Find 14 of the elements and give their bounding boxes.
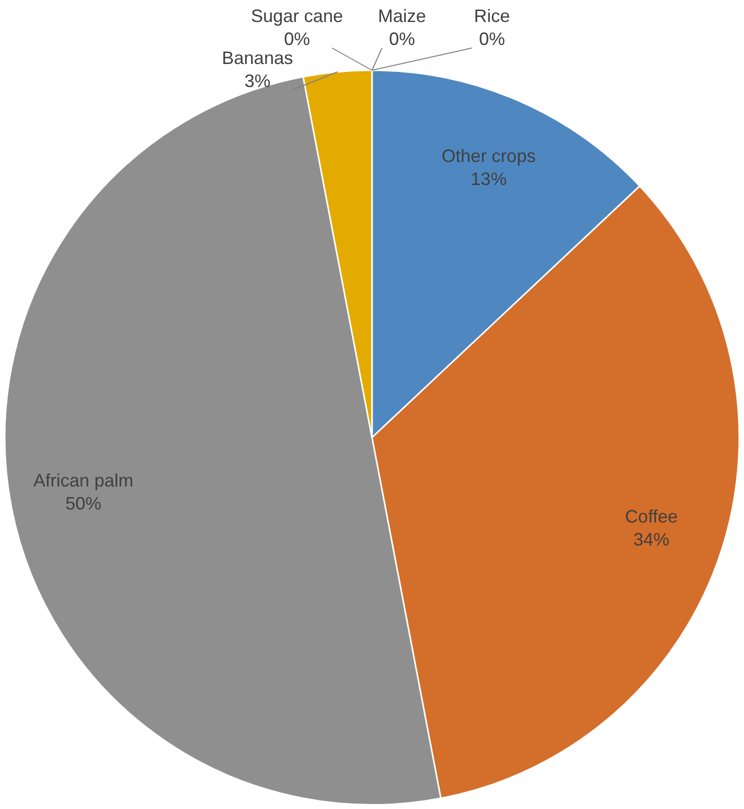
data-label: 34%	[633, 529, 670, 550]
slice-label: African palm	[33, 470, 134, 491]
slice-label: Bananas	[222, 48, 293, 68]
data-label: 13%	[470, 168, 507, 189]
data-label: 3%	[244, 70, 270, 91]
category-label: Rice	[474, 6, 510, 26]
slice-label: Other crops	[442, 146, 536, 166]
text: 0%	[284, 28, 310, 49]
data-label: 50%	[65, 494, 102, 514]
category-label: Maize	[378, 6, 426, 26]
text: 0%	[388, 28, 416, 49]
category-label: Sugar cane	[250, 6, 344, 26]
text: 0%	[478, 28, 506, 49]
slice-label: Coffee	[625, 506, 678, 526]
